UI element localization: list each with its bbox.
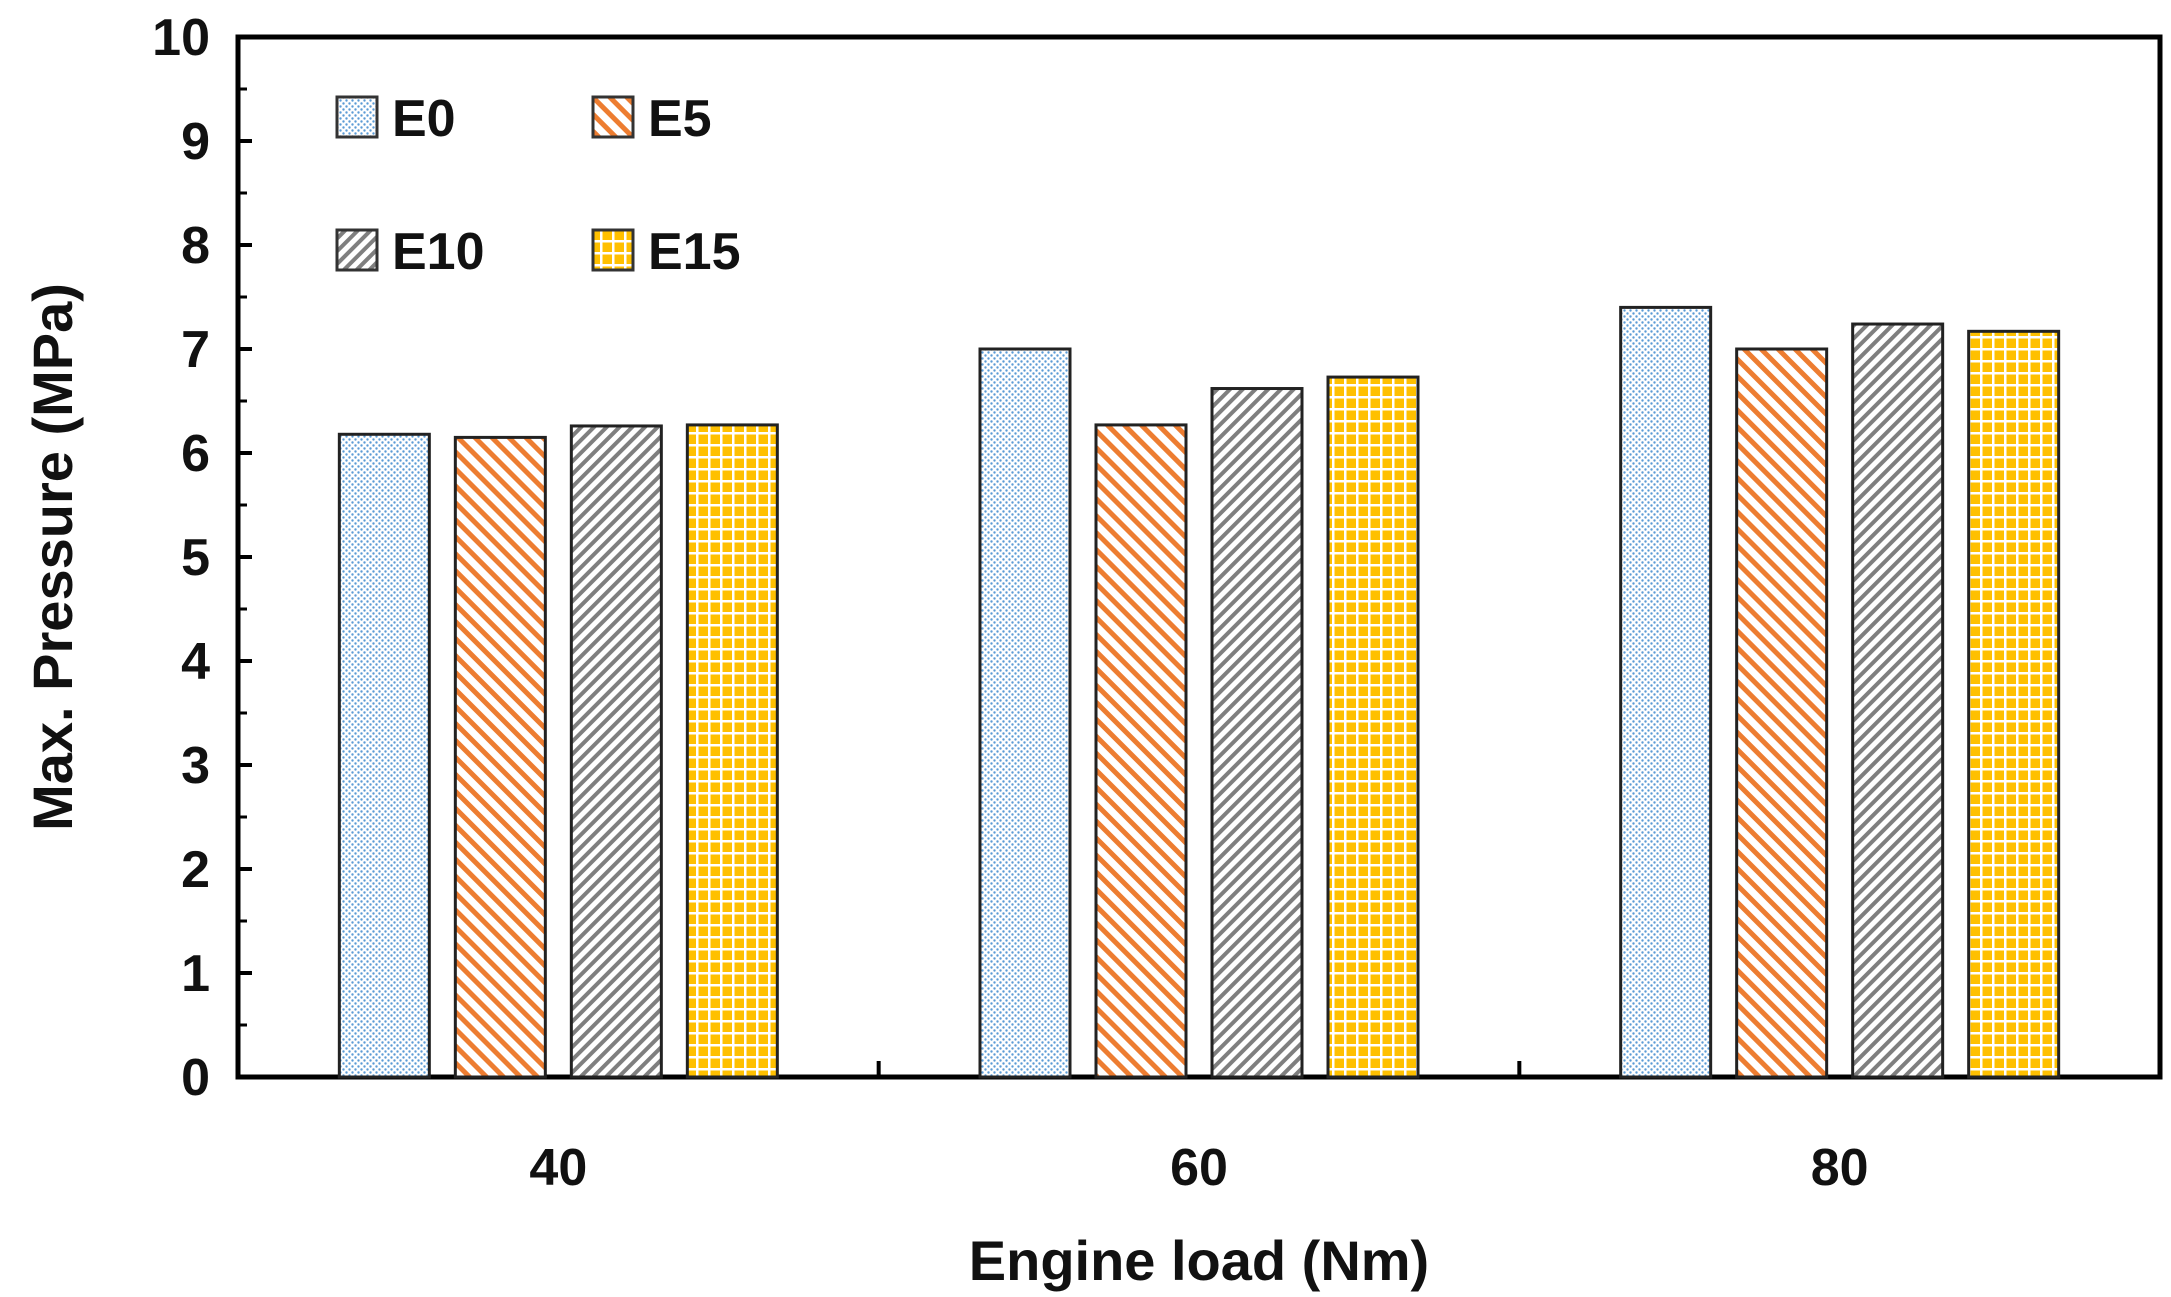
- y-tick-label: 4: [181, 633, 210, 691]
- bar-e5-80: [1735, 347, 1829, 1079]
- bar-e0-80: [1619, 305, 1713, 1079]
- y-tick-label: 0: [181, 1049, 210, 1107]
- legend-item-e10: E10: [335, 223, 485, 281]
- legend-swatch-e5: [591, 95, 635, 139]
- y-tick-label: 2: [181, 841, 210, 899]
- plot-area: [235, 34, 2163, 1080]
- series-e5: [453, 347, 1829, 1079]
- series-e15: [685, 329, 2061, 1079]
- series-e0: [337, 305, 1713, 1079]
- y-tick-label: 5: [181, 529, 210, 587]
- bar-e10-40: [569, 424, 663, 1079]
- y-tick-label: 9: [181, 113, 210, 171]
- legend-item-e5: E5: [591, 90, 712, 148]
- x-tick-label: 60: [1170, 1139, 1228, 1197]
- y-tick-label: 1: [181, 945, 210, 1003]
- x-tick-label: 40: [529, 1139, 587, 1197]
- y-tick-label: 7: [181, 321, 210, 379]
- legend-label-e10: E10: [392, 223, 485, 281]
- x-axis-title: Engine load (Nm): [969, 1229, 1429, 1292]
- legend-label-e5: E5: [648, 90, 712, 148]
- bar-e0-40: [337, 432, 431, 1079]
- bar-e15-60: [1326, 375, 1420, 1079]
- bar-e15-80: [1967, 329, 2061, 1079]
- x-tick-label: 80: [1811, 1139, 1869, 1197]
- y-axis: 0 1 2 3 4 5 6 7 8 9 10: [152, 9, 252, 1107]
- bar-e0-60: [978, 347, 1072, 1079]
- bar-e5-60: [1094, 423, 1188, 1079]
- legend-swatch-e10: [335, 228, 379, 272]
- legend-swatch-e15: [591, 228, 635, 272]
- legend-item-e15: E15: [591, 223, 741, 281]
- y-tick-label: 3: [181, 737, 210, 795]
- legend: E0 E5 E10 E15: [335, 90, 741, 281]
- y-axis-title: Max. Pressure (MPa): [21, 283, 84, 831]
- y-tick-label: 10: [152, 9, 210, 67]
- x-axis: 40 60 80: [529, 1061, 1869, 1197]
- bar-e5-40: [453, 435, 547, 1079]
- bar-e10-60: [1210, 387, 1304, 1079]
- legend-label-e0: E0: [392, 90, 456, 148]
- bar-e10-80: [1851, 322, 1945, 1079]
- legend-label-e15: E15: [648, 223, 741, 281]
- bar-e15-40: [685, 423, 779, 1079]
- y-tick-label: 8: [181, 217, 210, 275]
- y-tick-label: 6: [181, 425, 210, 483]
- series-e10: [569, 322, 1945, 1079]
- bar-series-group: [337, 305, 2061, 1079]
- legend-item-e0: E0: [335, 90, 456, 148]
- legend-swatch-e0: [335, 95, 379, 139]
